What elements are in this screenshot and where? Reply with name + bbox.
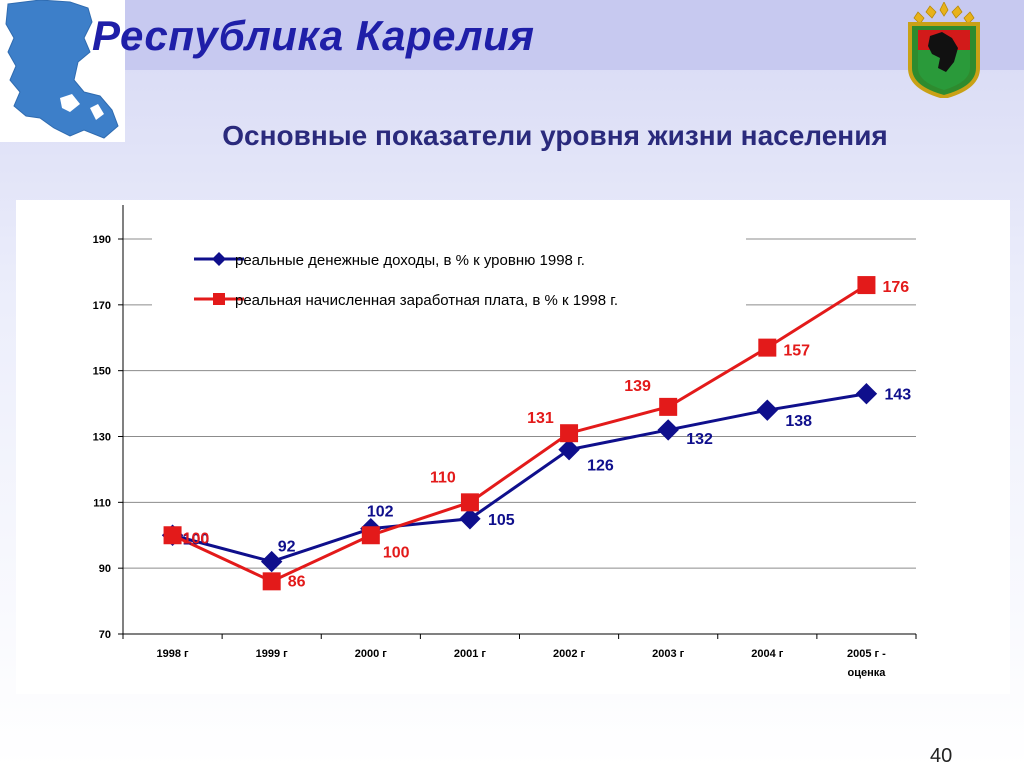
data-point-diamond [459,508,481,530]
x-tick-label: 2004 г [751,648,784,660]
line-chart: 70 90 110 130 150 170 190 1998 г 1999 г 2000 г 200… [93,205,917,679]
data-label: 126 [587,458,614,475]
x-tick-label: 2005 г -оценка [847,648,886,679]
y-tick-label: 190 [93,234,111,246]
data-label: 157 [783,343,810,360]
data-point-square [560,424,579,443]
data-point-square [758,338,777,357]
y-tick-label: 110 [93,497,111,509]
header-band [0,0,1024,70]
data-point-diamond [657,419,679,441]
series-line [171,283,868,583]
legend-box [152,238,746,318]
data-point-diamond [855,383,878,405]
legend-label: реальные денежные доходы, в % к уровню 1… [235,252,585,269]
legend-marker-square [213,293,225,305]
y-tick-label: 130 [93,432,111,444]
x-tick-label: 2002 г [553,648,586,660]
axes: 70 90 110 130 150 170 190 1998 г 1999 г 2000 г 200… [93,205,917,679]
data-label: 176 [882,279,909,296]
data-point-diamond [558,438,580,461]
x-tick-label: 2003 г [652,648,685,660]
page-number: 40 [930,745,953,767]
legend-marker-diamond [212,252,226,266]
data-point-square [659,397,678,416]
data-label: 132 [686,431,713,448]
region-title: Республика Карелия [92,12,535,59]
data-point-diamond [260,550,283,573]
data-label: 138 [785,413,812,430]
karelia-map-icon [5,0,119,139]
legend: реальные денежные доходы, в % к уровню 1… [152,238,746,318]
data-label: 100 [183,530,210,547]
x-tick-label: 1998 г [157,648,190,660]
series-line [172,392,867,564]
data-point-square [857,276,876,295]
data-point-diamond [756,399,779,421]
data-point-square [361,526,380,545]
x-tick-label: 2001 г [454,648,487,660]
data-label: 143 [884,387,911,404]
data-label: 92 [278,539,296,556]
map-panel [0,0,125,142]
x-tick-label: 1999 г [256,648,289,660]
data-label: 86 [288,573,306,590]
y-tick-label: 150 [93,366,111,378]
data-label: 105 [488,512,515,529]
data-point-square [163,526,182,545]
y-tick-label: 90 [99,563,111,575]
data-label: 139 [624,378,651,395]
data-label: 100 [383,544,410,561]
karelia-coat-of-arms-icon [908,2,980,98]
page-subtitle: Основные показатели уровня жизни населен… [222,120,888,151]
y-tick-label: 170 [93,300,111,312]
data-label: 100 [183,531,210,548]
data-label: 131 [527,410,554,427]
y-tick-label: 70 [99,629,111,641]
x-tick-label: 2000 г [355,648,388,660]
data-point-square [460,493,479,512]
data-label: 102 [367,504,394,521]
legend-label: реальная начисленная заработная плата, в… [235,292,618,309]
data-label: 110 [430,469,456,486]
data-point-square [262,572,281,591]
chart-panel: 70 90 110 130 150 170 190 1998 г 1999 г 2000 г 200… [16,200,1010,694]
